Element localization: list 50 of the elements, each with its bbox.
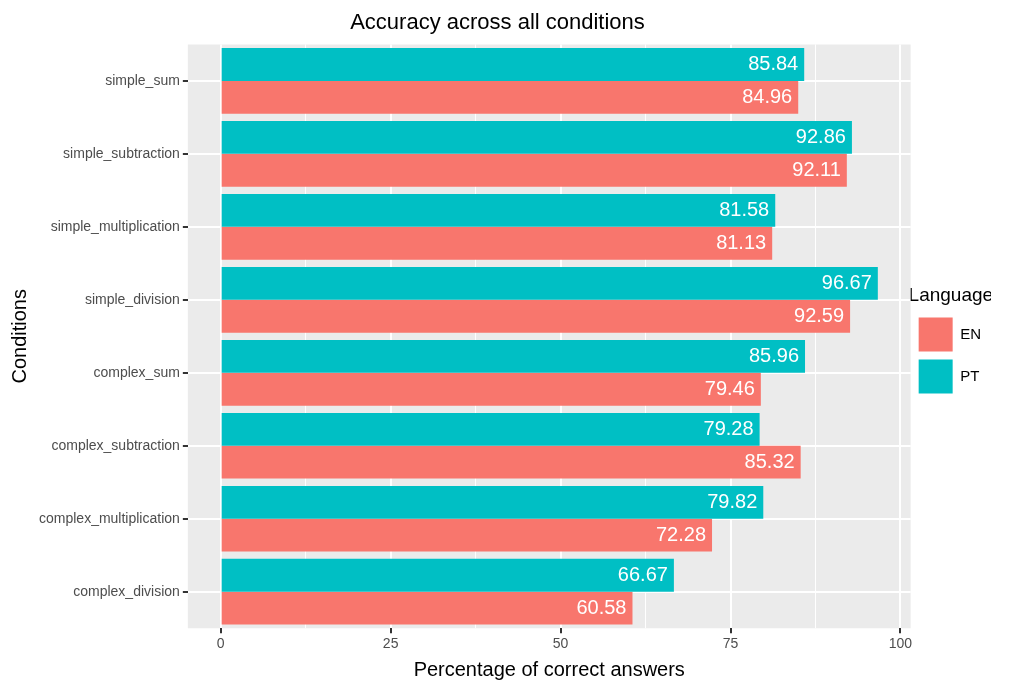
bar [221, 558, 674, 592]
data-label: 85.84 [748, 51, 799, 74]
y-tick-label: simple_division [84, 290, 180, 307]
x-tick-label: 75 [722, 635, 739, 652]
bar [221, 412, 760, 446]
data-label: 72.28 [655, 522, 707, 545]
y-tick-label: simple_sum [105, 71, 180, 88]
data-label: 96.67 [821, 270, 872, 293]
bar [221, 339, 806, 373]
bar [221, 194, 776, 227]
y-tick-label: complex_division [73, 582, 180, 599]
y-tick-label: complex_sum [93, 363, 180, 380]
data-label: 85.96 [748, 343, 800, 366]
y-tick-label: complex_subtraction [51, 436, 180, 453]
data-label: 81.13 [716, 230, 767, 253]
bar [221, 48, 805, 81]
data-label: 92.11 [792, 157, 841, 180]
y-axis-title: Conditions [7, 289, 30, 384]
bar [221, 121, 852, 154]
data-label: 84.96 [742, 84, 793, 107]
data-label: 81.58 [719, 197, 770, 220]
bar [221, 445, 801, 479]
bar [221, 153, 847, 187]
bar [221, 372, 761, 406]
bar [221, 485, 764, 519]
y-tick-label: complex_multiplication [39, 509, 180, 526]
bar [221, 226, 773, 260]
bar [221, 299, 851, 333]
y-tick-label: simple_subtraction [63, 144, 180, 161]
data-label: 79.46 [704, 376, 755, 399]
x-tick-label: 25 [382, 635, 399, 652]
data-label: 60.58 [576, 595, 627, 618]
bar [221, 80, 799, 114]
y-tick-label: simple_multiplication [50, 217, 180, 234]
x-tick-label: 50 [552, 635, 569, 652]
bar [221, 266, 878, 300]
legend-label: EN [960, 324, 982, 342]
legend-label: PT [960, 366, 980, 384]
bar [221, 518, 713, 552]
x-axis-title: Percentage of correct answers [413, 657, 685, 680]
data-label: 92.59 [794, 303, 845, 326]
data-label: 79.82 [707, 489, 758, 512]
data-label: 92.86 [795, 124, 846, 147]
data-label: 66.67 [617, 562, 668, 585]
x-tick-label: 100 [888, 635, 913, 652]
bar [221, 591, 633, 625]
x-tick-label: 0 [216, 635, 225, 652]
data-label: 85.32 [744, 449, 795, 472]
data-label: 79.28 [703, 416, 754, 439]
chart-title: Accuracy across all conditions [350, 9, 645, 35]
